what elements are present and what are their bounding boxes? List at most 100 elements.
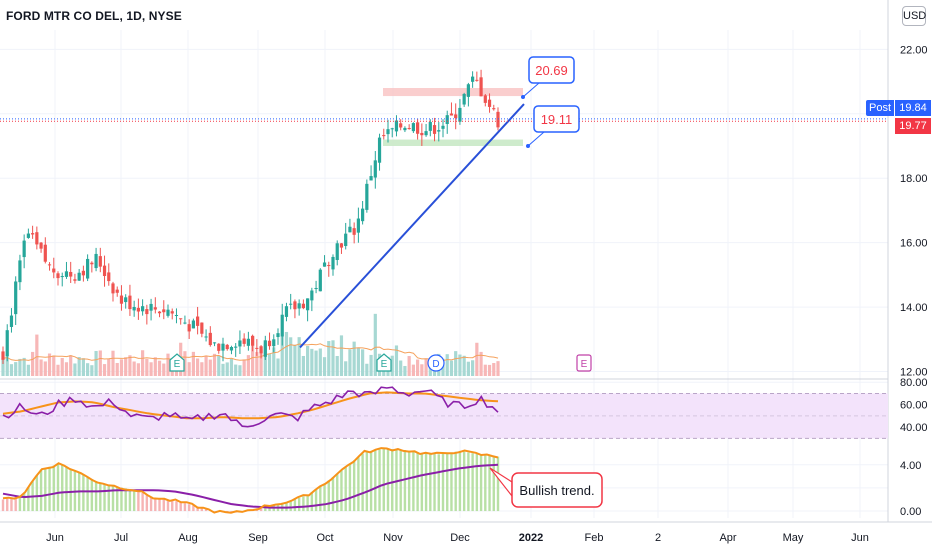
volume-bar <box>217 355 221 376</box>
macd-hist-bar <box>403 450 407 512</box>
volume-bar <box>361 349 365 376</box>
macd-hist-bar <box>297 497 301 512</box>
candle-body <box>361 208 365 222</box>
candle-body <box>437 130 441 132</box>
volume-bar <box>242 359 246 376</box>
macd-hist-bar <box>149 496 153 512</box>
volume-bar <box>22 357 26 376</box>
candle-body <box>348 226 352 233</box>
volume-bar <box>52 355 56 376</box>
candle-body <box>276 333 280 338</box>
earnings-marker-icon: E <box>376 353 392 372</box>
earnings-marker-icon: E <box>576 354 592 372</box>
volume-bar <box>399 360 403 376</box>
volume-bar <box>348 349 352 376</box>
volume-bar <box>153 357 157 376</box>
marker-label: D <box>432 359 439 370</box>
macd-hist-bar <box>416 452 419 512</box>
volume-bar <box>238 365 242 376</box>
candle-body <box>445 115 449 125</box>
volume-bar <box>314 350 318 376</box>
macd-hist-bar <box>314 489 318 512</box>
marker-shape <box>427 354 445 372</box>
volume-bar <box>18 358 22 376</box>
candle-body <box>322 262 327 267</box>
candle-body <box>102 265 107 277</box>
volume-bar <box>39 359 43 376</box>
macd-hist-bar <box>35 475 39 512</box>
volume-bar <box>132 361 136 376</box>
macd-hist-bar <box>395 449 398 512</box>
candle-body <box>52 268 56 273</box>
candle-body <box>212 342 217 344</box>
volume-bar <box>352 341 356 376</box>
macd-hist-bar <box>52 465 55 512</box>
volume-bar <box>272 347 276 376</box>
callout-anchor <box>521 95 525 99</box>
candle-body <box>35 232 39 245</box>
macd-hist-bar <box>18 496 22 512</box>
candle-body <box>428 122 432 131</box>
candle-body <box>162 309 166 313</box>
volume-bar <box>9 364 14 376</box>
volume-bar <box>420 364 424 376</box>
candle-body <box>483 95 487 103</box>
macd-hist-bar <box>27 487 30 512</box>
candle-body <box>77 272 81 281</box>
candle-body <box>407 128 411 130</box>
macd-tick-label: 0.00 <box>900 506 921 518</box>
candle-body <box>344 233 348 247</box>
macd-hist-bar <box>124 488 127 512</box>
bullish-trend-note: Bullish trend. <box>489 467 603 508</box>
macd-hist-bar <box>175 501 178 512</box>
macd-hist-bar <box>39 469 43 512</box>
macd-hist-bar <box>86 476 89 512</box>
macd-hist-bar <box>132 489 136 512</box>
macd-hist-bar <box>340 470 343 512</box>
macd-hist-bar <box>488 455 491 512</box>
candle-body <box>369 176 373 181</box>
rsi-tick-label: 60.00 <box>900 400 928 412</box>
macd-hist-bar <box>365 451 369 512</box>
macd-hist-bar <box>429 453 432 512</box>
currency-button[interactable]: USD <box>902 6 926 26</box>
volume-bar <box>196 358 200 376</box>
macd-hist-bar <box>192 505 195 512</box>
candle-body <box>492 108 496 110</box>
candle-body <box>124 297 128 303</box>
candle-body <box>449 113 454 116</box>
post-market-label: Post <box>866 100 894 116</box>
candle-body <box>18 260 22 283</box>
macd-hist-bar <box>14 497 17 512</box>
resistance-callout: 20.69 <box>521 56 575 99</box>
candle-body <box>306 298 310 311</box>
volume-bar <box>403 365 407 376</box>
volume-bar <box>183 351 187 376</box>
macd-hist-bar <box>264 506 267 512</box>
macd-tick-label: 4.00 <box>900 460 921 472</box>
macd-hist-bar <box>259 507 263 512</box>
volume-bar <box>5 357 9 376</box>
volume-bar <box>141 350 145 376</box>
candle-body <box>22 240 26 258</box>
macd-hist-bar <box>446 453 449 512</box>
macd-histogram <box>1 448 500 514</box>
volume-bar <box>191 351 195 376</box>
time-tick-label: Apr <box>719 532 736 544</box>
volume-bar <box>424 358 428 376</box>
candle-body <box>229 347 234 351</box>
macd-hist-bar <box>378 449 381 512</box>
volume-bar <box>471 360 475 376</box>
macd-hist-bar <box>137 491 140 512</box>
macd-hist-bar <box>344 467 347 512</box>
macd-hist-bar <box>331 477 335 512</box>
volume-bar <box>327 341 331 376</box>
candle-body <box>462 93 466 105</box>
candle-body <box>208 332 212 346</box>
time-tick-label: Aug <box>178 532 198 544</box>
volume-bar <box>166 353 170 376</box>
candle-body <box>200 322 204 334</box>
macd-hist-bar <box>492 456 495 512</box>
macd-hist-bar <box>103 483 106 512</box>
